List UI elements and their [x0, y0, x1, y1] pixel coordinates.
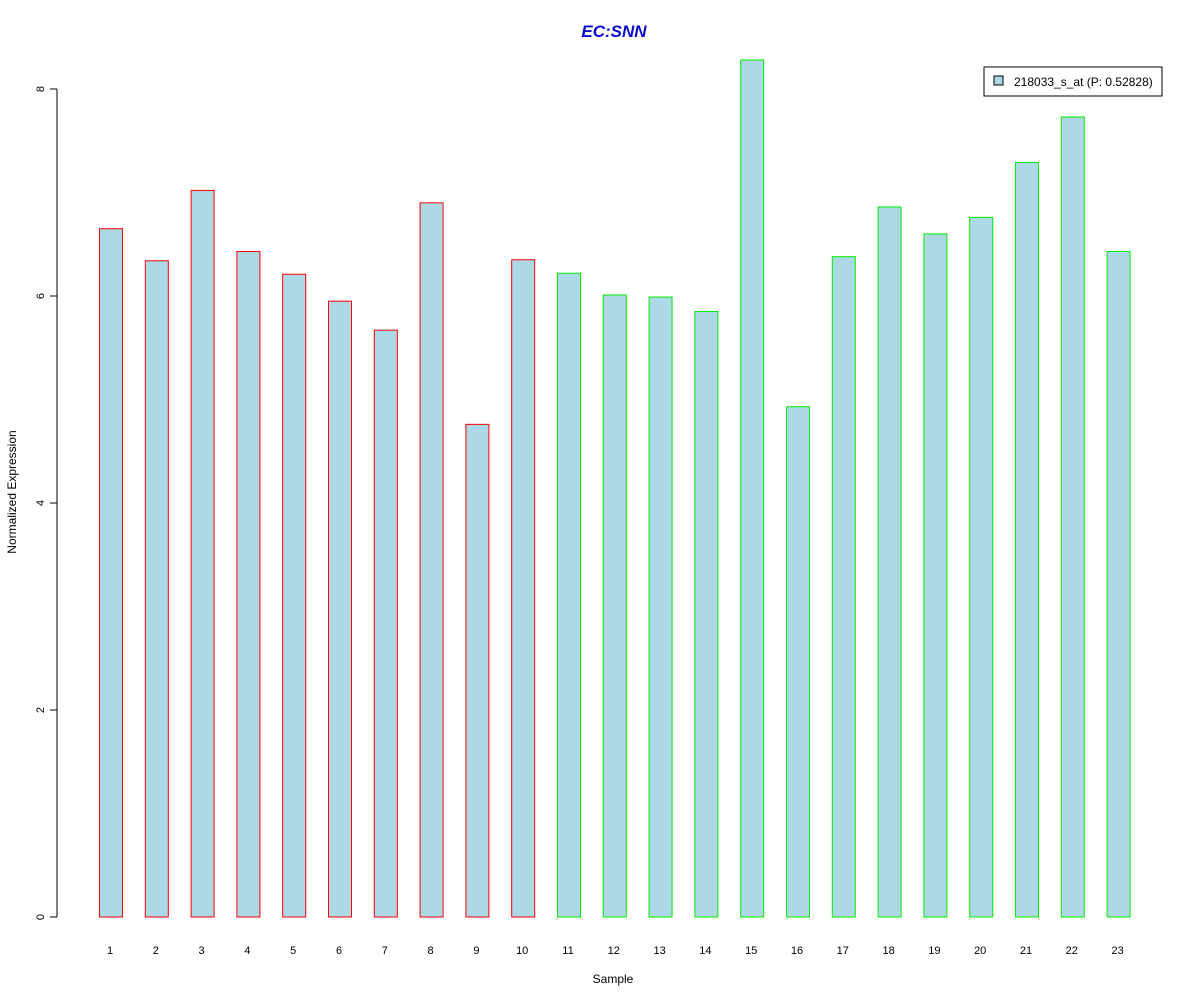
chart-title: EC:SNN: [581, 22, 647, 41]
x-tick-label: 19: [928, 945, 940, 957]
x-tick-label: 4: [244, 945, 250, 957]
x-tick-label: 22: [1066, 945, 1078, 957]
x-tick-label: 13: [653, 945, 665, 957]
x-tick-label: 8: [428, 945, 434, 957]
bar-sample-19: [923, 233, 948, 918]
x-tick-label: 3: [199, 945, 205, 957]
bar-sample-4: [236, 250, 261, 918]
y-axis-label: Normalized Expression: [5, 430, 19, 553]
y-tick-label: 6: [35, 293, 47, 299]
y-tick-label: 0: [35, 914, 47, 920]
bar-sample-15: [740, 59, 765, 918]
bar-sample-10: [511, 259, 536, 918]
x-tick-label: 20: [974, 945, 986, 957]
x-tick-label: 10: [516, 945, 528, 957]
x-tick-label: 9: [473, 945, 479, 957]
x-tick-label: 15: [745, 945, 757, 957]
x-axis-label: Sample: [593, 972, 634, 986]
bar-sample-20: [969, 216, 994, 918]
bar-sample-13: [648, 296, 673, 918]
x-tick-label: 5: [290, 945, 296, 957]
x-tick-label: 21: [1020, 945, 1032, 957]
bar-sample-14: [694, 311, 719, 918]
y-tick-label: 2: [35, 707, 47, 713]
x-tick-label: 7: [382, 945, 388, 957]
x-tick-label: 2: [153, 945, 159, 957]
bars-group: [99, 59, 1131, 918]
bar-sample-18: [877, 206, 902, 918]
y-axis: 0 2 4 6 8: [35, 86, 58, 920]
x-tick-label: 14: [699, 945, 711, 957]
bar-sample-7: [373, 329, 398, 918]
bar-sample-23: [1106, 250, 1131, 918]
bar-sample-8: [419, 202, 444, 918]
x-tick-label: 18: [882, 945, 894, 957]
x-tick-label: 6: [336, 945, 342, 957]
bar-sample-1: [99, 228, 123, 918]
legend: 218033_s_at (P: 0.52828): [983, 66, 1163, 97]
x-tick-label: 17: [837, 945, 849, 957]
bar-sample-12: [602, 294, 627, 918]
bar-sample-17: [831, 256, 856, 918]
x-tick-label: 11: [562, 945, 573, 957]
x-axis-tick-labels: 1 2 3 4 5 6 7 8 9 10 11 12 13 14 15 16 17 18 19 20 21 22 23: [107, 945, 1124, 957]
x-tick-label: 12: [608, 945, 620, 957]
y-tick-label: 4: [35, 500, 47, 506]
x-tick-label: 23: [1111, 945, 1123, 957]
legend-box: [983, 66, 1163, 97]
legend-series-label: 218033_s_at (P: 0.52828): [1014, 75, 1153, 89]
bar-sample-21: [1015, 161, 1039, 918]
bar-sample-11: [557, 272, 581, 918]
bar-sample-5: [282, 273, 307, 918]
bar-sample-16: [786, 406, 810, 918]
bar-sample-22: [1060, 116, 1085, 918]
legend-swatch: [993, 75, 1004, 86]
bar-sample-2: [144, 260, 169, 918]
x-tick-label: 16: [791, 945, 803, 957]
bar-sample-3: [190, 189, 215, 918]
y-tick-label: 8: [35, 86, 47, 92]
bar-sample-9: [465, 423, 490, 918]
x-tick-label: 1: [107, 945, 113, 957]
bar-sample-6: [328, 300, 352, 918]
